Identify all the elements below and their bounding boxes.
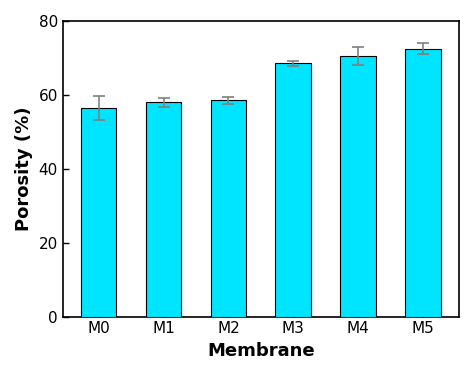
Bar (81, 108, 117, 316)
Y-axis label: Porosity (%): Porosity (%) (15, 106, 33, 231)
Bar (146, 102, 182, 316)
Bar (275, 63, 311, 316)
Bar (210, 100, 246, 316)
Bar (340, 56, 376, 316)
X-axis label: Membrane: Membrane (207, 342, 315, 360)
Bar (405, 49, 441, 316)
